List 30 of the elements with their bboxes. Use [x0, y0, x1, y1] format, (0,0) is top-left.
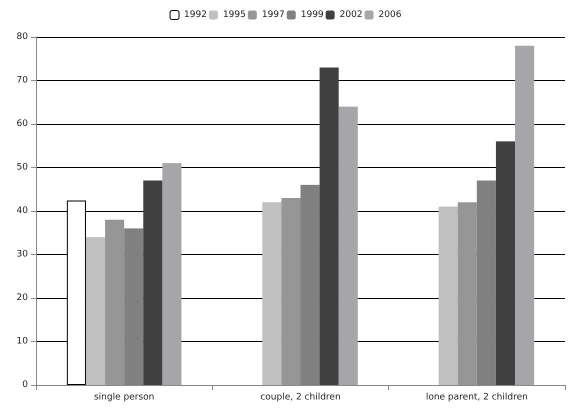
- legend-label: 2002: [340, 10, 363, 20]
- y-tick-label: 80: [16, 32, 28, 42]
- y-tick-label: 40: [16, 206, 28, 216]
- bar: [143, 180, 162, 385]
- bar: [515, 46, 534, 385]
- y-tick-label: 70: [16, 76, 28, 86]
- y-tick-label: 20: [16, 293, 28, 303]
- legend-label: 2006: [378, 10, 402, 20]
- y-tick-label: 60: [16, 119, 28, 129]
- bar: [86, 237, 106, 385]
- x-tick-label: single person: [94, 392, 154, 402]
- bar: [162, 163, 182, 385]
- bar: [458, 202, 477, 385]
- legend-label: 1997: [262, 10, 285, 20]
- y-tick-label: 50: [16, 162, 28, 172]
- legend-label: 1999: [300, 10, 324, 20]
- bar: [438, 206, 458, 385]
- y-tick-label: 30: [16, 250, 28, 260]
- bar: [338, 106, 358, 385]
- legend-label: 1992: [184, 10, 207, 20]
- y-tick-label: 0: [22, 380, 28, 390]
- y-tick-label: 10: [16, 336, 28, 346]
- bar: [281, 198, 300, 385]
- x-tick-label: lone parent, 2 children: [426, 392, 528, 402]
- bar: [320, 67, 339, 385]
- bar: [496, 141, 516, 385]
- legend-label: 1995: [222, 10, 246, 20]
- bar: [105, 220, 124, 385]
- x-tick-label: couple, 2 children: [260, 392, 341, 402]
- bar: [262, 202, 282, 385]
